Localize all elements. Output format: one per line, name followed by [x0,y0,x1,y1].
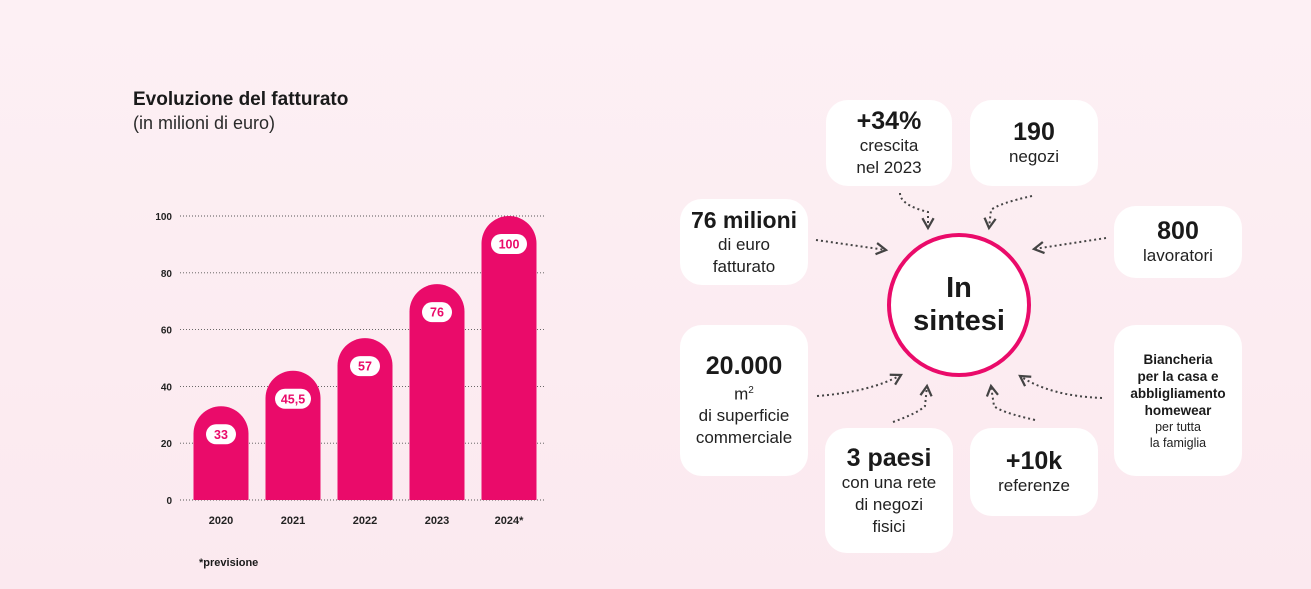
categories-line4: homewear [1144,402,1212,418]
card-workers: 800 lavoratori [1114,206,1242,278]
growth-line2: nel 2023 [856,158,922,177]
center-line1: In [946,272,972,304]
surface-value: 20.000 [705,351,783,380]
data-label: 45,5 [281,392,305,406]
card-countries: 3 paesi con una rete di negozi fisici [825,428,953,553]
arrow-surface [816,373,903,397]
card-surface: 20.000 m2 di superficie commerciale [680,325,808,476]
arrow-growth [899,192,935,231]
categories-line5: per tutta [1155,419,1201,434]
bar [409,284,465,500]
y-tick-label: 20 [161,439,173,450]
arrow-workers [1031,237,1107,255]
y-tick-label: 60 [161,326,173,337]
summary-center: In sintesi [887,233,1031,377]
card-revenue: 76 milioni di euro fatturato [680,199,808,285]
bar [337,338,393,500]
value-pill [422,302,452,323]
y-tick-label: 100 [155,212,172,223]
card-stores: 190 negozi [970,100,1098,186]
countries-line1: con una rete [841,472,937,492]
categories-line3: abbligliamento [1130,385,1226,401]
categories-line2: per la casa e [1137,368,1219,384]
bar-base [409,472,465,500]
data-label: 76 [430,306,444,320]
value-pill [275,388,311,409]
arrow-revenue [815,239,889,256]
value-pill [491,234,527,254]
data-label: 57 [358,360,372,374]
card-growth: +34% crescita nel 2023 [826,100,952,186]
revenue-line1: di euro [718,235,770,254]
workers-line1: lavoratori [1143,246,1213,265]
bar-base [337,472,393,500]
x-tick-label: 2024* [495,515,524,527]
countries-value: 3 paesi [846,443,932,472]
stores-line1: negozi [1008,147,1060,166]
stores-value: 190 [1013,118,1055,146]
value-pill [206,424,236,445]
x-tick-label: 2020 [209,515,233,527]
bar-base [193,472,249,500]
y-tick-label: 0 [166,496,172,507]
chart-title: Evoluzione del fatturato [133,89,349,110]
arrow-stores [983,195,1033,231]
arrow-countries [892,383,933,423]
card-categories: Biancheria per la casa e abbligliamento … [1114,325,1242,476]
chart-subtitle: (in milioni di euro) [133,113,276,133]
categories-line1: Biancheria [1143,351,1213,367]
x-tick-label: 2023 [425,515,449,527]
countries-line3: fisici [872,516,906,536]
references-value: +10k [1005,447,1063,475]
bar-base [481,472,537,500]
card-references: +10k referenze [970,428,1098,516]
value-pill [350,356,380,377]
arrow-references [985,383,1036,421]
surface-line2: commerciale [695,428,793,448]
surface-line1: di superficie [698,406,790,426]
y-tick-label: 40 [161,382,173,393]
data-label: 33 [214,428,228,442]
forecast-footnote: *previsione [199,557,259,569]
bar [481,216,537,500]
x-tick-label: 2021 [281,515,305,527]
surface-unit: m2 [734,384,754,404]
references-line1: referenze [998,476,1070,495]
growth-value: +34% [856,107,922,135]
y-tick-label: 80 [161,269,173,280]
center-line2: sintesi [913,305,1005,337]
data-label: 100 [499,238,520,252]
bar-base [265,472,321,500]
categories-line6: la famiglia [1149,435,1207,450]
x-tick-label: 2022 [353,515,377,527]
workers-value: 800 [1157,217,1199,245]
revenue-value: 76 milioni [690,207,798,233]
revenue-line2: fatturato [712,257,776,276]
countries-line2: di negozi [854,494,924,514]
revenue-bar-chart: 0 20 40 60 80 100 33 2020 45,5 2021 57 2022 76 2023 10… [155,212,545,527]
arrow-categories [1018,374,1103,399]
growth-line1: crescita [859,136,919,155]
